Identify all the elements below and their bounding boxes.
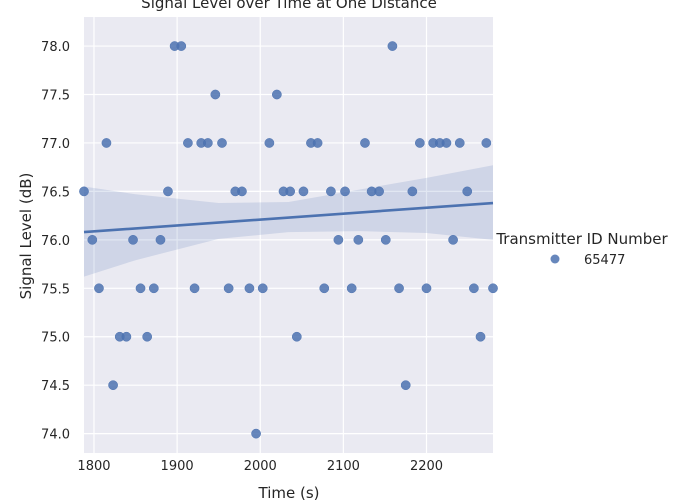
data-point [488,283,498,294]
data-point [163,186,173,197]
data-point [189,283,200,294]
data-point [407,186,418,197]
x-tick-label: 1900 [161,459,194,474]
data-point [79,186,89,197]
data-point [244,283,255,294]
data-point [272,89,282,100]
data-point [346,283,357,294]
data-point [291,331,302,342]
data-point [121,331,132,342]
data-point [183,138,193,148]
y-tick-label: 75.5 [41,282,70,297]
data-point [264,138,275,148]
data-point [319,283,330,294]
data-point [481,138,492,148]
data-points [79,41,498,439]
regression-line [83,201,494,234]
data-point [87,234,98,245]
y-tick-label: 74.5 [41,379,70,394]
y-tick-label: 77.0 [41,137,70,152]
x-axis-label: Time (s) [258,484,320,500]
x-tick-labels: 1800 1900 2000 2100 2200 [77,459,443,474]
data-point [353,234,364,245]
data-point [394,283,404,294]
data-point [142,331,153,342]
confidence-band [84,165,493,277]
x-tick-label: 2200 [410,459,443,474]
data-point [155,234,166,245]
data-point [421,283,432,294]
data-point [148,283,159,294]
data-point [237,186,247,197]
y-tick-labels: 74.0 74.5 75.0 75.5 76.0 76.5 77.0 77.5 78.0 [41,40,70,443]
data-point [374,186,384,197]
x-tick-label: 2000 [244,459,277,474]
data-point [298,186,309,197]
data-point [380,234,391,245]
y-tick-label: 78.0 [41,40,70,55]
data-point [251,428,261,439]
data-point [326,186,336,197]
data-point [469,283,479,294]
y-tick-label: 74.0 [41,428,70,443]
data-point [360,138,370,148]
data-point [210,89,221,100]
data-point [176,41,187,51]
data-point [441,138,452,148]
data-point [312,138,323,148]
y-tick-label: 76.0 [41,234,70,249]
data-point [462,186,473,197]
y-tick-label: 76.5 [41,185,70,200]
legend: Transmitter ID Number 65477 [495,230,668,268]
plot-area [84,17,493,453]
x-tick-label: 2100 [327,459,360,474]
data-point [475,331,486,342]
chart-title: Signal Level over Time at One Distance [141,0,437,12]
data-point [108,380,118,391]
data-point [340,186,350,197]
y-tick-label: 75.0 [41,331,70,346]
data-point [128,234,138,245]
data-point [285,186,296,197]
data-point [203,138,213,148]
data-point [448,234,458,245]
data-point [101,138,112,148]
data-point [387,41,398,51]
data-point [94,283,104,294]
data-point [333,234,344,245]
y-tick-label: 77.5 [41,89,70,104]
legend-title: Transmitter ID Number [495,230,668,248]
y-axis-label: Signal Level (dB) [17,173,35,300]
data-point [257,283,268,294]
data-point [414,138,425,148]
data-point [217,138,227,148]
data-point [454,138,465,148]
data-point [223,283,234,294]
data-point [135,283,146,294]
legend-marker [550,254,560,264]
data-point [400,380,411,391]
x-tick-label: 1800 [77,459,110,474]
legend-label: 65477 [584,253,625,268]
